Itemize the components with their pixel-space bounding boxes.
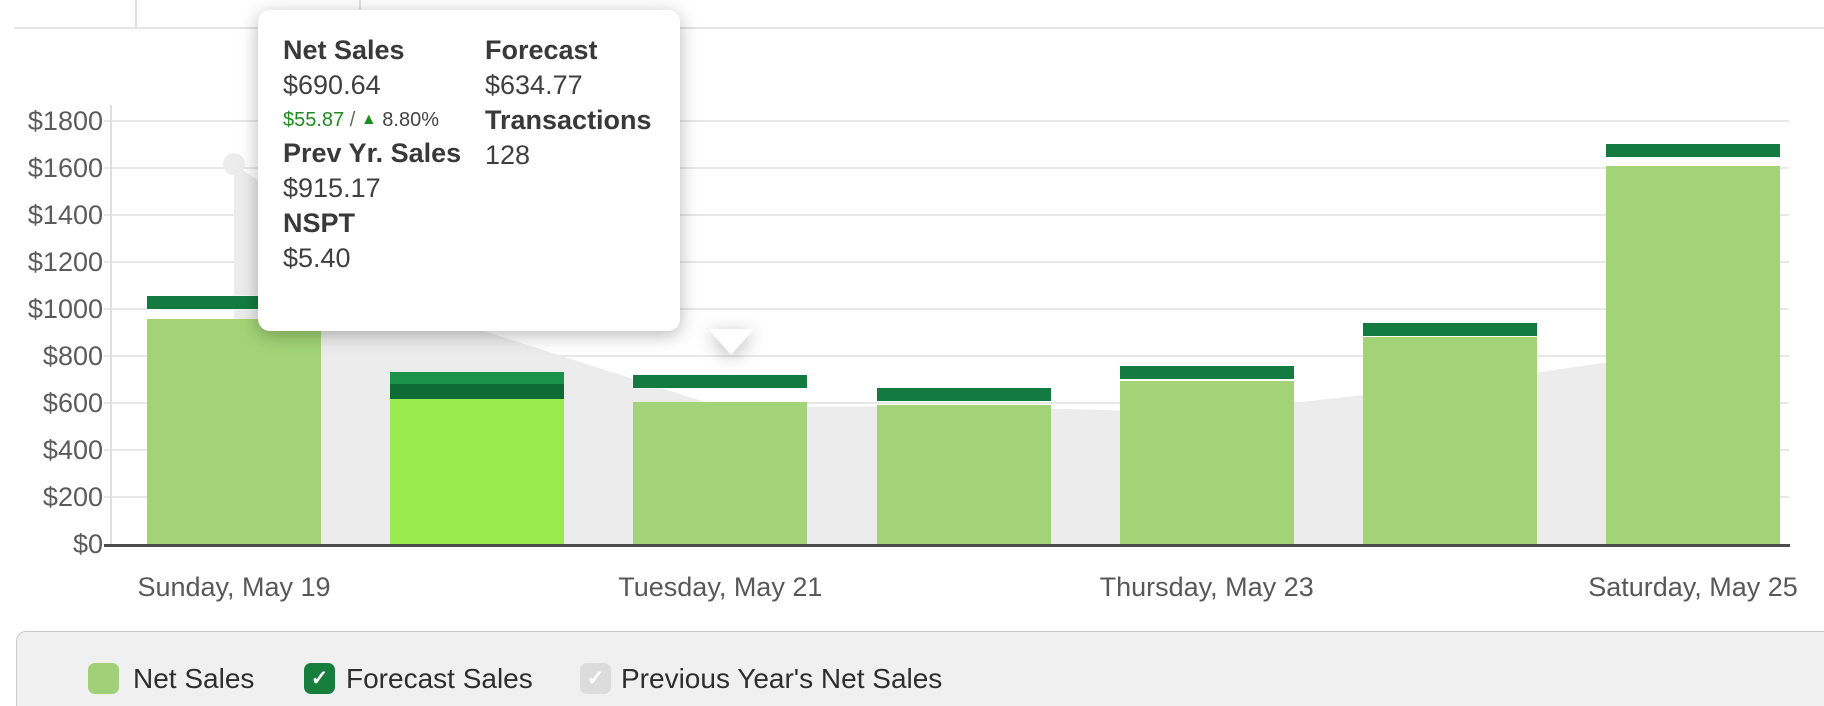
y-axis-tick-label: $1000 — [27, 294, 103, 324]
bar-tuesday[interactable] — [633, 402, 808, 546]
bar-monday[interactable] — [390, 381, 565, 546]
gridline — [104, 214, 1789, 217]
tooltip-nspt-value: $5.40 — [283, 243, 351, 273]
tooltip-prev-yr-value: $915.17 — [283, 173, 381, 203]
gridline — [104, 308, 1789, 310]
x-axis-tick-label: Saturday, May 25 — [1588, 572, 1798, 602]
legend-previous-year-checkbox[interactable]: ✓ — [580, 663, 611, 694]
y-axis-tick-label: $1400 — [27, 200, 103, 231]
toolbar-separator — [135, 0, 137, 27]
tooltip-net-sales-label: Net Sales — [283, 35, 405, 65]
x-axis-baseline — [104, 544, 1790, 547]
y-axis-tick-label: $800 — [42, 340, 103, 371]
y-axis-tick-label: $0 — [72, 528, 103, 559]
y-axis-tick-label: $200 — [42, 481, 103, 512]
gridline — [104, 401, 1789, 404]
y-axis-tick-label: $1800 — [27, 106, 103, 137]
tooltip-forecast-label: Forecast — [485, 35, 598, 65]
y-axis-line — [110, 105, 112, 547]
bar-wednesday[interactable] — [876, 405, 1051, 546]
y-axis-tick-label: $1600 — [27, 153, 103, 184]
y-axis-tick-label: $600 — [42, 387, 103, 418]
forecast-marker-highlight-dark — [390, 383, 565, 399]
previous-year-area-series — [223, 153, 1693, 546]
tooltip-transactions-value: 128 — [485, 140, 531, 170]
tooltip-prev-yr-label: Prev Yr. Sales — [283, 138, 462, 168]
sales-chart: $0 $200 $400 $600 $800 $1000 $1200 $1400 $1600 $1… — [27, 105, 1798, 602]
tooltip-nspt-label: NSPT — [283, 208, 356, 238]
bar-saturday[interactable] — [1606, 165, 1781, 546]
legend-forecast-sales-checkbox[interactable]: ✓ — [304, 663, 335, 694]
legend-net-sales-label: Net Sales — [133, 663, 255, 694]
tooltip-change-row: $55.87 / ▲ 8.80% — [283, 109, 439, 131]
chart-tooltip: Net Sales $690.64 $55.87 / ▲ 8.80% Prev … — [258, 10, 754, 355]
forecast-marker — [633, 374, 808, 388]
forecast-marker — [1606, 144, 1781, 157]
y-axis-tick-label: $400 — [42, 434, 103, 465]
tooltip-change-percent: 8.80% — [382, 109, 439, 131]
previous-year-area-path — [234, 164, 1693, 546]
forecast-marker — [1119, 365, 1294, 379]
legend-forecast-sales-label: Forecast Sales — [346, 663, 533, 694]
toolbar-bottom-border — [14, 27, 1824, 29]
legend-net-sales-swatch[interactable] — [88, 663, 119, 694]
bar-sunday[interactable] — [147, 319, 321, 546]
gridline — [104, 167, 1789, 170]
bar-friday[interactable] — [1362, 336, 1537, 546]
y-axis-tick-label: $1200 — [27, 247, 103, 278]
x-axis-tick-label: Sunday, May 19 — [137, 572, 331, 602]
gridline — [104, 354, 1789, 357]
legend-previous-year-label: Previous Year's Net Sales — [621, 663, 943, 694]
gridline — [104, 261, 1789, 264]
gridline — [104, 120, 1789, 123]
x-axis-tick-label: Tuesday, May 21 — [618, 572, 823, 602]
previous-year-start-dot — [223, 153, 245, 176]
up-arrow-icon: ▲ — [360, 111, 377, 128]
forecast-marker-highlight — [390, 371, 565, 384]
forecast-marker — [876, 388, 1051, 402]
chart-legend: Net Sales ✓ Forecast Sales ✓ Previous Ye… — [16, 631, 1824, 706]
tooltip-transactions-label: Transactions — [485, 105, 652, 135]
tooltip-change-amount: $55.87 — [283, 109, 345, 131]
tooltip-caret — [708, 329, 754, 355]
x-axis-tick-label: Thursday, May 23 — [1099, 572, 1314, 602]
bar-thursday[interactable] — [1119, 380, 1294, 546]
tooltip-net-sales-value: $690.64 — [283, 70, 381, 100]
forecast-marker — [1362, 322, 1537, 336]
tooltip-forecast-value: $634.77 — [485, 70, 583, 100]
